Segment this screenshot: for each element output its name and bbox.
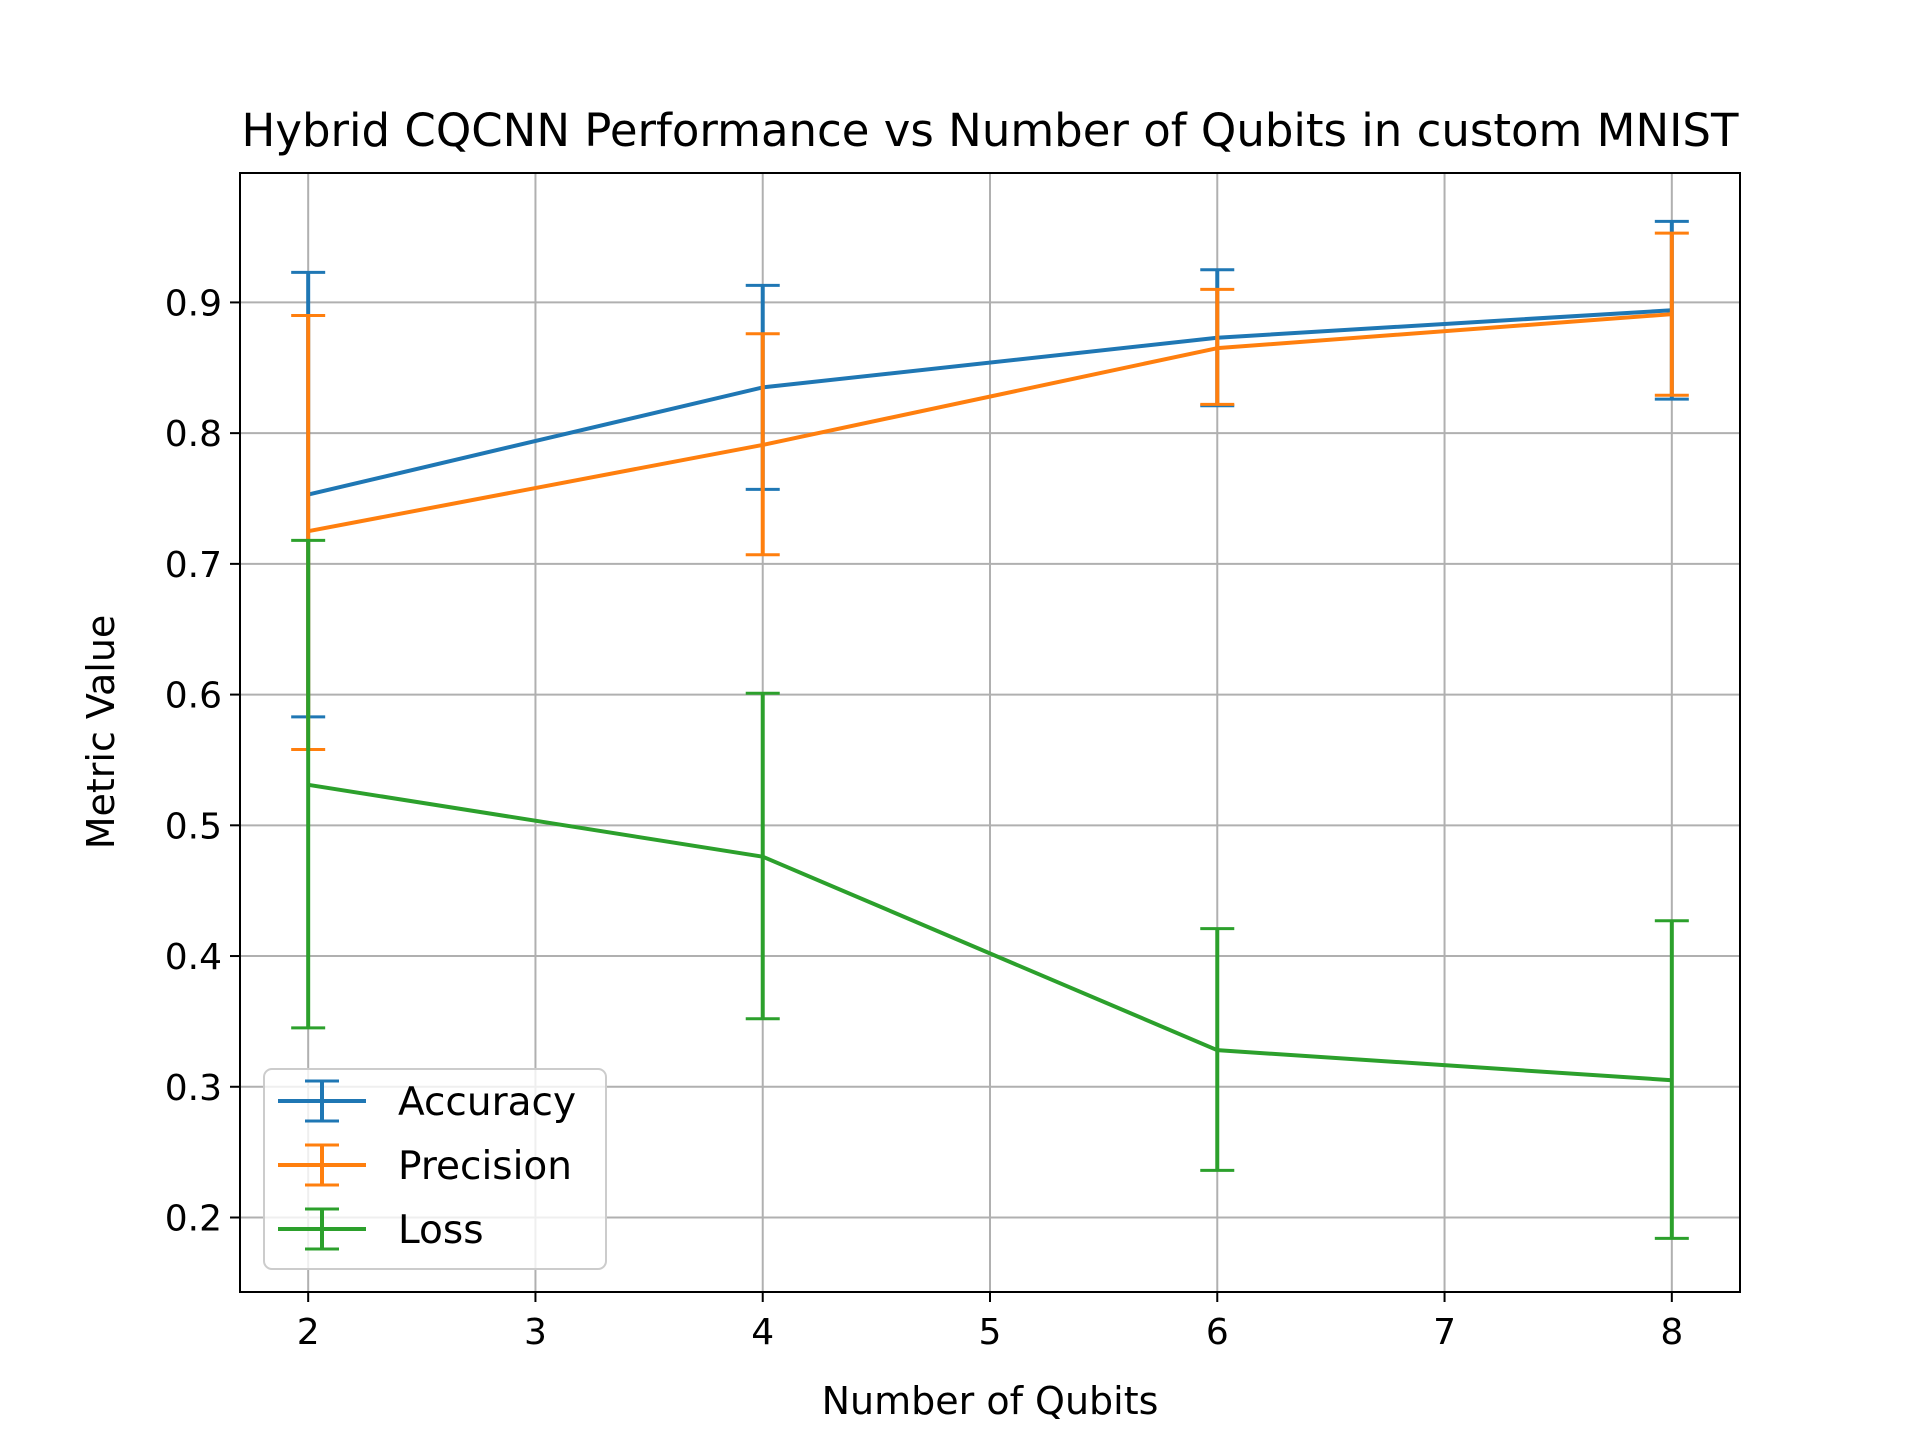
y-tick-label: 0.5 [165,806,222,847]
chart-title: Hybrid CQCNN Performance vs Number of Qu… [242,104,1739,157]
legend-item-loss: Loss [278,1207,484,1253]
loss-errorbar [745,691,780,1021]
loss-line [307,782,1672,1083]
y-tick-label: 0.8 [165,414,222,455]
y-tick-label: 0.4 [165,937,222,978]
x-tick-label: 5 [979,1312,1002,1353]
legend-label-precision: Precision [398,1144,572,1189]
legend-label-loss: Loss [398,1208,484,1253]
y-tick-label: 0.6 [165,676,222,717]
legend-box [263,1068,607,1270]
x-tick-label: 8 [1660,1312,1683,1353]
y-axis-label: Metric Value [79,615,123,850]
series-loss [291,538,1689,1240]
precision-line [307,312,1672,534]
loss-errorbar [1654,919,1689,1240]
legend-item-precision: Precision [278,1143,572,1189]
y-tick-label: 0.7 [165,545,222,586]
x-tick-label: 4 [751,1312,774,1353]
precision-errorbar [1200,287,1235,406]
y-tick-label: 0.2 [165,1198,222,1239]
loss-errorbar [1200,927,1235,1172]
legend-label-accuracy: Accuracy [398,1080,576,1125]
y-tick-label: 0.9 [165,283,222,324]
accuracy-line [307,308,1672,497]
ticks: 2 3 4 5 6 7 8 0.2 0.3 0.4 0.5 0.6 0.7 0.8 0.9 [165,283,1684,1353]
x-tick-label: 6 [1206,1312,1229,1353]
x-tick-label: 3 [524,1312,547,1353]
precision-errorbar [745,332,780,557]
legend-item-accuracy: Accuracy [278,1079,576,1125]
x-tick-label: 2 [297,1312,320,1353]
y-tick-label: 0.3 [165,1068,222,1109]
loss-errorbar [291,538,326,1030]
x-axis-label: Number of Qubits [822,1379,1159,1423]
series-layer [291,219,1689,1240]
precision-errorbar [1654,231,1689,397]
x-tick-label: 7 [1433,1312,1456,1353]
legend: Accuracy Precision Loss [263,1068,607,1270]
